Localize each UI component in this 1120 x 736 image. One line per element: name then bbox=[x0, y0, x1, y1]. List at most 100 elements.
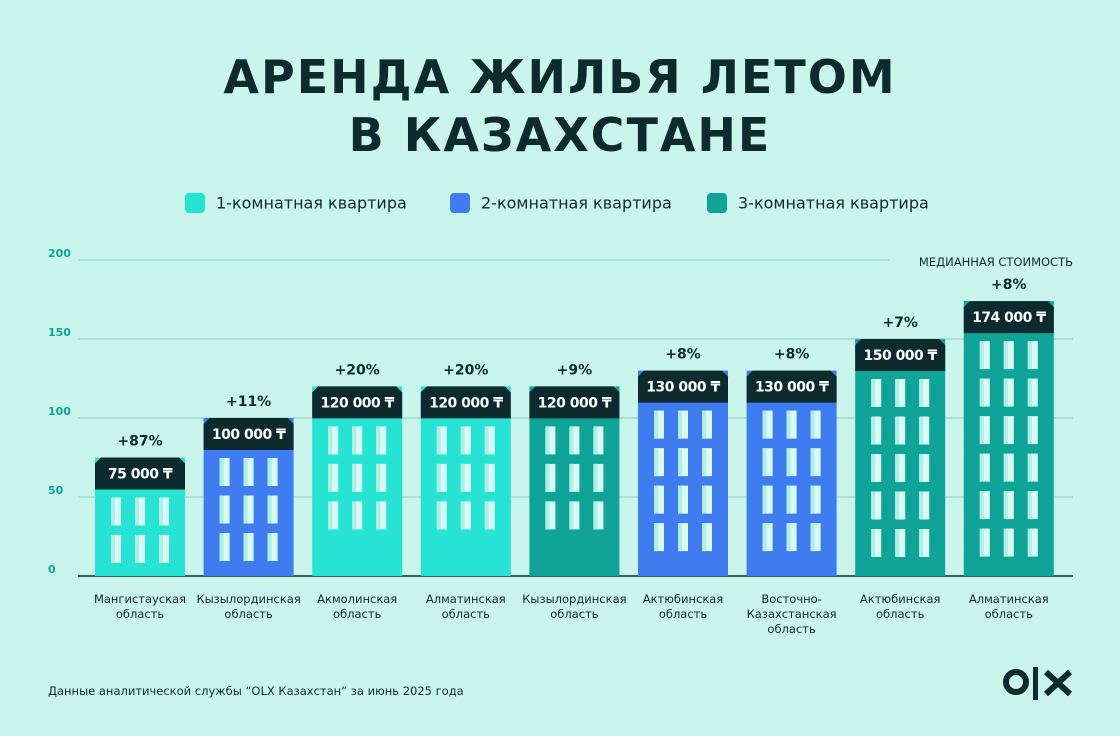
window bbox=[484, 426, 495, 455]
window bbox=[979, 416, 990, 445]
y-tick-label: 0 bbox=[48, 563, 56, 576]
window-shade bbox=[786, 485, 791, 514]
window bbox=[376, 463, 387, 492]
window-shade bbox=[545, 463, 550, 492]
window-shade bbox=[569, 426, 574, 455]
window bbox=[545, 501, 556, 530]
window bbox=[328, 501, 339, 530]
window bbox=[786, 485, 797, 514]
change-label: +20% bbox=[335, 362, 380, 378]
window bbox=[436, 426, 447, 455]
change-label: +20% bbox=[443, 362, 488, 378]
window-shade bbox=[678, 523, 682, 552]
window-shade bbox=[678, 448, 682, 477]
window bbox=[762, 410, 773, 439]
window-shade bbox=[810, 485, 815, 514]
window-shade bbox=[593, 501, 598, 530]
window bbox=[654, 523, 664, 552]
window-shade bbox=[1003, 378, 1008, 407]
window bbox=[678, 448, 688, 477]
x-tick-label: Акмолинская область bbox=[317, 592, 398, 621]
logo-o bbox=[1003, 669, 1029, 695]
window-shade bbox=[762, 410, 767, 439]
window bbox=[243, 495, 254, 524]
window-shade bbox=[654, 485, 658, 514]
legend-label: 3-комнатная квартира bbox=[738, 194, 929, 213]
window bbox=[654, 410, 664, 439]
change-label: +9% bbox=[557, 362, 593, 378]
window bbox=[1003, 341, 1014, 370]
window-shade bbox=[895, 416, 900, 445]
window-shade bbox=[135, 535, 139, 563]
window-shade bbox=[376, 501, 381, 530]
window bbox=[919, 529, 930, 557]
window bbox=[460, 463, 471, 492]
window bbox=[1027, 341, 1038, 370]
window bbox=[484, 501, 495, 530]
window bbox=[1027, 491, 1038, 520]
window-shade bbox=[1003, 491, 1008, 520]
x-tick-label: Мангистауская область bbox=[93, 592, 187, 621]
window bbox=[810, 523, 821, 552]
window-shade bbox=[895, 454, 900, 482]
x-tick-label: Актюбинская область bbox=[859, 592, 941, 621]
window-shade bbox=[702, 485, 706, 514]
window bbox=[919, 379, 930, 407]
roof bbox=[746, 370, 837, 403]
window-shade bbox=[1027, 453, 1032, 482]
window-shade bbox=[895, 529, 900, 557]
window-shade bbox=[111, 497, 115, 526]
window-shade bbox=[871, 529, 876, 557]
x-tick-label: Актюбинская область bbox=[642, 592, 724, 621]
window-shade bbox=[1003, 453, 1008, 482]
window-shade bbox=[871, 416, 876, 445]
window bbox=[1027, 416, 1038, 445]
window-shade bbox=[593, 426, 598, 455]
logo-x bbox=[1043, 669, 1073, 697]
x-tick-label: Восточно- Казахстанская область bbox=[746, 592, 837, 636]
window-shade bbox=[545, 501, 550, 530]
window bbox=[376, 501, 387, 530]
window-shade bbox=[545, 426, 550, 455]
window bbox=[654, 448, 664, 477]
source: Данные аналитической службы “OLX Казахст… bbox=[48, 684, 464, 698]
window bbox=[376, 426, 387, 455]
window-shade bbox=[871, 491, 876, 520]
window bbox=[678, 523, 688, 552]
window bbox=[243, 533, 254, 561]
window-shade bbox=[1027, 416, 1032, 445]
window-shade bbox=[979, 416, 984, 445]
window-shade bbox=[979, 378, 984, 407]
y-tick-label: 150 bbox=[48, 326, 71, 339]
window bbox=[654, 485, 664, 514]
value-label: 130 000 ₸ bbox=[755, 380, 829, 396]
window bbox=[267, 533, 278, 561]
x-tick-label: Кызылординская область bbox=[522, 592, 627, 621]
window bbox=[328, 463, 339, 492]
y-tick-label: 200 bbox=[48, 247, 71, 260]
window-shade bbox=[243, 533, 248, 561]
window bbox=[919, 416, 930, 445]
window-shade bbox=[871, 454, 876, 482]
window-shade bbox=[762, 485, 767, 514]
window-shade bbox=[376, 426, 381, 455]
window bbox=[593, 426, 604, 455]
window-shade bbox=[979, 491, 984, 520]
window bbox=[460, 426, 471, 455]
window bbox=[159, 535, 169, 563]
window bbox=[895, 529, 906, 557]
window-shade bbox=[654, 523, 658, 552]
window-shade bbox=[593, 463, 598, 492]
window-shade bbox=[1027, 491, 1032, 520]
change-label: +8% bbox=[991, 277, 1027, 293]
window bbox=[352, 426, 363, 455]
window-shade bbox=[895, 491, 900, 520]
window-shade bbox=[111, 535, 115, 563]
window-shade bbox=[786, 523, 791, 552]
window bbox=[1027, 378, 1038, 407]
window-shade bbox=[1003, 341, 1008, 370]
window-shade bbox=[219, 458, 224, 486]
value-label: 120 000 ₸ bbox=[538, 395, 612, 411]
window bbox=[979, 491, 990, 520]
window-shade bbox=[919, 379, 924, 407]
